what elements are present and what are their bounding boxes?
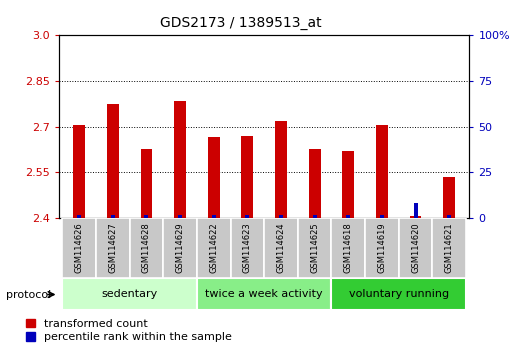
Bar xyxy=(309,149,321,218)
Bar xyxy=(245,215,249,218)
Text: GSM114625: GSM114625 xyxy=(310,222,319,273)
Bar xyxy=(264,218,298,278)
Text: sedentary: sedentary xyxy=(102,289,158,299)
Bar xyxy=(107,104,119,218)
Bar xyxy=(410,216,422,218)
Text: GSM114618: GSM114618 xyxy=(344,222,353,273)
Bar xyxy=(331,218,365,278)
Bar xyxy=(275,121,287,218)
Bar xyxy=(77,215,81,218)
Bar xyxy=(174,101,186,218)
Bar xyxy=(376,125,388,218)
Bar xyxy=(242,136,253,218)
Bar xyxy=(443,177,455,218)
Bar xyxy=(413,203,418,218)
Text: GDS2173 / 1389513_at: GDS2173 / 1389513_at xyxy=(160,16,322,30)
Text: GSM114623: GSM114623 xyxy=(243,222,252,273)
Bar xyxy=(197,278,331,310)
Bar xyxy=(380,215,384,218)
Bar xyxy=(141,149,152,218)
Legend: transformed count, percentile rank within the sample: transformed count, percentile rank withi… xyxy=(26,319,232,342)
Text: GSM114627: GSM114627 xyxy=(108,222,117,273)
Bar xyxy=(163,218,197,278)
Bar xyxy=(212,215,216,218)
Text: GSM114619: GSM114619 xyxy=(378,222,386,273)
Bar xyxy=(298,218,331,278)
Bar xyxy=(432,218,466,278)
Bar xyxy=(365,218,399,278)
Bar xyxy=(73,125,85,218)
Bar xyxy=(346,215,350,218)
Text: protocol: protocol xyxy=(6,290,51,299)
Bar xyxy=(399,218,432,278)
Bar xyxy=(96,218,130,278)
Bar xyxy=(230,218,264,278)
Text: GSM114629: GSM114629 xyxy=(175,222,185,273)
Text: GSM114622: GSM114622 xyxy=(209,222,218,273)
Bar xyxy=(197,218,230,278)
Bar xyxy=(331,278,466,310)
Bar xyxy=(279,215,283,218)
Bar xyxy=(342,152,354,218)
Text: GSM114620: GSM114620 xyxy=(411,222,420,273)
Bar xyxy=(312,215,317,218)
Bar xyxy=(111,215,115,218)
Text: GSM114626: GSM114626 xyxy=(75,222,84,273)
Bar xyxy=(208,137,220,218)
Bar xyxy=(63,278,197,310)
Bar xyxy=(63,218,96,278)
Bar xyxy=(130,218,163,278)
Text: twice a week activity: twice a week activity xyxy=(205,289,323,299)
Text: voluntary running: voluntary running xyxy=(349,289,449,299)
Text: GSM114624: GSM114624 xyxy=(277,222,286,273)
Bar xyxy=(178,215,182,218)
Text: GSM114621: GSM114621 xyxy=(445,222,453,273)
Bar xyxy=(447,215,451,218)
Text: GSM114628: GSM114628 xyxy=(142,222,151,273)
Bar xyxy=(145,215,148,218)
